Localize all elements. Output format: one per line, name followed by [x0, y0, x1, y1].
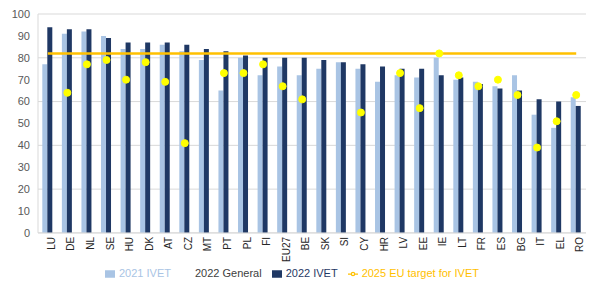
svg-text:LT: LT — [457, 237, 468, 248]
svg-text:IT: IT — [535, 237, 546, 246]
svg-text:FR: FR — [476, 237, 487, 250]
svg-text:SI: SI — [339, 237, 350, 246]
svg-text:EL: EL — [555, 236, 566, 249]
svg-text:CZ: CZ — [183, 237, 194, 250]
html-text:2022 General: 2022 General — [195, 266, 262, 279]
svg-text:EE: EE — [418, 237, 429, 251]
svg-text:90: 90 — [18, 30, 30, 42]
svg-text:80: 80 — [18, 52, 30, 64]
svg-text:DK: DK — [144, 237, 155, 251]
html-text:2025 EU target for IVET: 2025 EU target for IVET — [361, 266, 479, 279]
svg-text:SK: SK — [320, 237, 331, 251]
svg-text:LU: LU — [46, 237, 57, 250]
svg-text:IE: IE — [437, 237, 448, 247]
svg-text:50: 50 — [18, 117, 30, 129]
html-text:2022 IVET: 2022 IVET — [285, 266, 338, 279]
svg-text:NL: NL — [85, 236, 96, 249]
svg-text:EU27: EU27 — [281, 236, 292, 261]
svg-text:0: 0 — [24, 227, 30, 239]
svg-text:60: 60 — [18, 95, 30, 107]
svg-text:PT: PT — [222, 237, 233, 250]
svg-text:RO: RO — [574, 237, 585, 252]
svg-text:BG: BG — [516, 237, 527, 252]
svg-text:LV: LV — [398, 237, 409, 249]
svg-text:BE: BE — [300, 237, 311, 251]
svg-text:10: 10 — [18, 205, 30, 217]
svg-text:FI: FI — [261, 237, 272, 246]
svg-text:SE: SE — [105, 237, 116, 251]
svg-text:AT: AT — [163, 237, 174, 249]
svg-text:HU: HU — [124, 237, 135, 251]
svg-text:HR: HR — [379, 237, 390, 251]
svg-text:MT: MT — [202, 237, 213, 251]
svg-text:ES: ES — [496, 237, 507, 251]
svg-text:30: 30 — [18, 161, 30, 173]
svg-text:CY: CY — [359, 237, 370, 251]
svg-text:100: 100 — [12, 8, 30, 20]
svg-text:40: 40 — [18, 139, 30, 151]
svg-text:20: 20 — [18, 183, 30, 195]
svg-text:DE: DE — [65, 237, 76, 251]
svg-text:PL: PL — [242, 236, 253, 249]
html-text:2021 IVET: 2021 IVET — [119, 266, 171, 279]
svg-text:70: 70 — [18, 74, 30, 86]
